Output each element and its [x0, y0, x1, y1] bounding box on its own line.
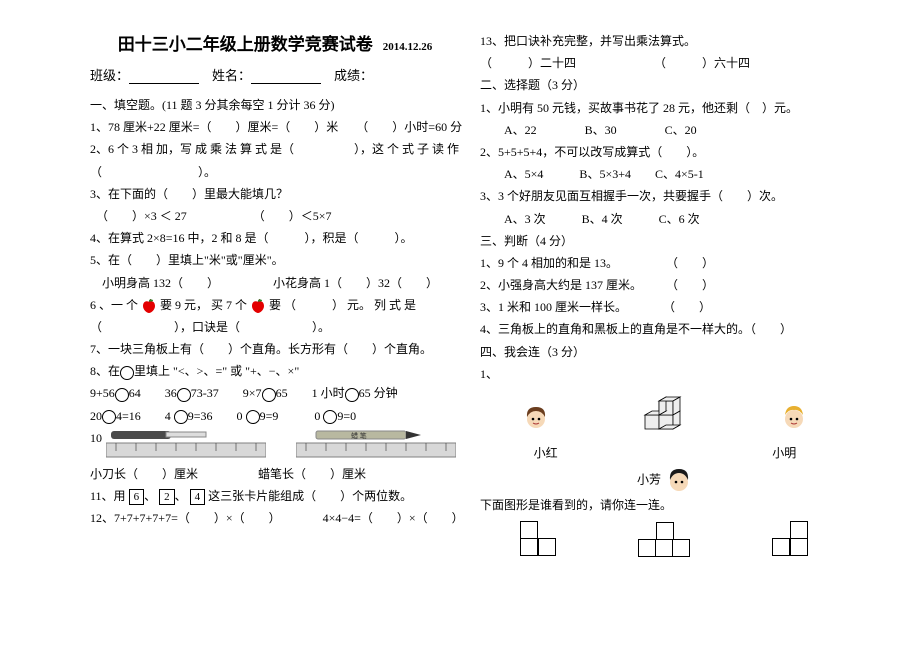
people-labels: 小红 小明: [480, 442, 850, 464]
section-1-heading: 一、填空题。(11 题 3 分其余每空 1 分计 36 分): [90, 94, 460, 116]
j2: 2、小强身高大约是 137 厘米。 （ ）: [480, 274, 850, 296]
info-row: 班级： 姓名： 成绩：: [90, 65, 460, 84]
apple-icon: [250, 299, 266, 313]
q8b-5: 65 分钟: [359, 386, 398, 400]
q6a-text1: 6 、一 个: [90, 298, 141, 312]
circle-blank[interactable]: [174, 410, 188, 424]
label-xiaohong: 小红: [534, 442, 558, 464]
q8a-t1: 8、在: [90, 364, 120, 378]
label-xiaoming: 小明: [772, 442, 796, 464]
right-column: 13、把口诀补充完整，并写出乘法算式。 （ ）二十四 （ ）六十四 二、选择题（…: [480, 30, 870, 558]
q8b: 9+56 64 36 73-37 9×7 65 1 小时 65 分钟: [90, 382, 460, 404]
circle-blank[interactable]: [102, 410, 116, 424]
apple-icon: [141, 299, 157, 313]
r3a: 3、3 个好朋友见面互相握手一次，共要握手（ ）次。: [480, 185, 850, 207]
shape-2: [638, 522, 692, 558]
q6a-text3: 要 （ ） 元。 列 式 是: [269, 298, 416, 312]
shape-3: [773, 522, 809, 558]
r3b: A、3 次 B、4 次 C、6 次: [480, 208, 850, 230]
avatar-xiaohong: [522, 403, 550, 431]
circle-blank[interactable]: [120, 366, 134, 380]
card-6: 6: [129, 489, 145, 505]
xiaofang-row: 小芳: [480, 466, 850, 494]
card-4: 4: [190, 489, 206, 505]
section-3-heading: 三、判断（4 分）: [480, 230, 850, 252]
ruler-crayon: 蜡 笔: [296, 429, 456, 459]
q8a: 8、在里填上 "<、>、=" 或 "+、−、×": [90, 360, 460, 382]
cubes-figure: [635, 389, 695, 444]
q10a: 小刀长（ ）厘米 蜡笔长（ ）厘米: [90, 463, 460, 485]
q6a: 6 、一 个 要 9 元， 买 7 个 要 （ ） 元。 列 式 是: [90, 294, 460, 316]
q6a-text2: 要 9 元， 买 7 个: [160, 298, 250, 312]
r2b: A、5×4 B、5×3+4 C、4×5-1: [480, 163, 850, 185]
q3a: 3、在下面的（ ）里最大能填几？: [90, 183, 460, 205]
q4: 4、在算式 2×8=16 中，2 和 8 是（ ），积是（ ）。: [90, 227, 460, 249]
j1: 1、9 个 4 相加的和是 13。 （ ）: [480, 252, 850, 274]
q8c-5: 9=0: [337, 409, 356, 423]
circle-blank[interactable]: [262, 388, 276, 402]
q8c-1: 20: [90, 409, 102, 423]
class-label: 班级：: [90, 68, 129, 83]
q7: 7、一块三角板上有（ ）个直角。长方形有（ ）个直角。: [90, 338, 460, 360]
score-label: 成绩：: [334, 68, 373, 83]
q5b: 小明身高 132（ ） 小花身高 1（ ）32（ ）: [90, 272, 460, 294]
q11: 11、用 6、 2、 4 这三张卡片能组成（ ）个两位数。: [90, 485, 460, 507]
card-2: 2: [159, 489, 175, 505]
q8a-t2: 里填上 "<、>、=" 或 "+、−、×": [134, 364, 299, 378]
circle-blank[interactable]: [246, 410, 260, 424]
title-row: 田十三小二年级上册数学竞赛试卷 2014.12.26: [90, 30, 460, 55]
j4: 4、三角板上的直角和黑板上的直角是不一样大的。（ ）: [480, 318, 850, 340]
q13b: （ ）二十四 （ ）六十四: [480, 52, 850, 74]
r1b: A、22 B、30 C、20: [480, 119, 850, 141]
q2b: （ ）。: [90, 161, 460, 183]
q11-t3: 这三张卡片能组成（ ）个两位数。: [208, 489, 412, 503]
q8c-2: 4=16 4: [116, 409, 174, 423]
label-xiaofang: 小芳: [637, 473, 661, 487]
q13a: 13、把口诀补充完整，并写出乘法算式。: [480, 30, 850, 52]
q3b: （ ）×3 ＜ 27 （ ）＜5×7: [90, 205, 460, 227]
circle-blank[interactable]: [115, 388, 129, 402]
exam-date: 2014.12.26: [383, 41, 433, 53]
shape-1: [521, 522, 557, 558]
q6b: （ ），口诀是（ ）。: [90, 316, 460, 338]
r2a: 2、5+5+5+4，不可以改写成算式（ ）。: [480, 141, 850, 163]
avatar-xiaoming: [780, 403, 808, 431]
connect-text: 下面图形是谁看到的，请你连一连。: [480, 494, 850, 516]
svg-text:蜡 笔: 蜡 笔: [351, 431, 367, 440]
q11-t1: 11、用: [90, 489, 129, 503]
q2a: 2、6 个 3 相 加，写 成 乘 法 算 式 是（ ），这 个 式 子 读 作: [90, 138, 460, 160]
q10-row: 10 蜡 笔: [90, 427, 460, 463]
sep2: 、: [175, 489, 187, 503]
j3: 3、1 米和 100 厘米一样长。 （ ）: [480, 296, 850, 318]
q12: 12、7+7+7+7+7=（ ）×（ ） 4×4−4=（ ）×（ ）: [90, 507, 460, 529]
q8c: 20 4=16 4 9=36 0 9=9 0 9=0: [90, 405, 460, 427]
circle-blank[interactable]: [177, 388, 191, 402]
q8b-3: 73-37 9×7: [191, 386, 262, 400]
q5a: 5、在（ ）里填上"米"或"厘米"。: [90, 249, 460, 271]
people-row: [480, 389, 850, 444]
exam-title: 田十三小二年级上册数学竞赛试卷: [118, 35, 373, 54]
sec4-blank: 1、: [480, 363, 850, 385]
sep1: 、: [144, 489, 156, 503]
class-blank[interactable]: [129, 70, 199, 84]
q1: 1、78 厘米+22 厘米=（ ）厘米=（ ）米 （ ）小时=60 分: [90, 116, 460, 138]
left-column: 田十三小二年级上册数学竞赛试卷 2014.12.26 班级： 姓名： 成绩： 一…: [90, 30, 480, 558]
q8c-3: 9=36 0: [188, 409, 246, 423]
shape-row: [480, 522, 850, 558]
circle-blank[interactable]: [323, 410, 337, 424]
section-2-heading: 二、选择题（3 分）: [480, 74, 850, 96]
q8b-1: 9+56: [90, 386, 115, 400]
r1a: 1、小明有 50 元钱，买故事书花了 28 元，他还剩（ ）元。: [480, 97, 850, 119]
q8b-4: 65 1 小时: [276, 386, 345, 400]
name-blank[interactable]: [251, 70, 321, 84]
q8b-2: 64 36: [129, 386, 177, 400]
q8c-4: 9=9 0: [260, 409, 324, 423]
circle-blank[interactable]: [345, 388, 359, 402]
ruler-knife: [106, 429, 266, 459]
name-label: 姓名：: [212, 68, 251, 83]
q10-num: 10: [90, 427, 102, 449]
section-4-heading: 四、我会连（3 分）: [480, 341, 850, 363]
avatar-xiaofang: [665, 466, 693, 494]
